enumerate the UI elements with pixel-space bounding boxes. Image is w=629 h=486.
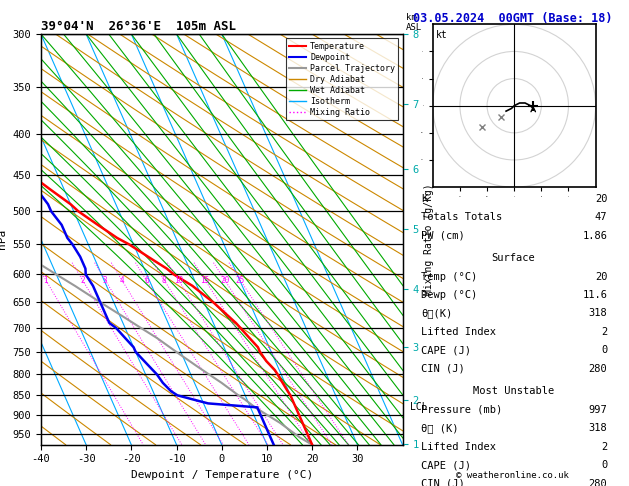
X-axis label: Dewpoint / Temperature (°C): Dewpoint / Temperature (°C)	[131, 470, 313, 480]
Text: 20: 20	[595, 194, 607, 204]
Text: 1.86: 1.86	[582, 231, 607, 241]
Text: CAPE (J): CAPE (J)	[421, 346, 471, 355]
Text: 0: 0	[601, 460, 607, 470]
Y-axis label: Mixing Ratio (g/kg): Mixing Ratio (g/kg)	[424, 184, 434, 295]
Text: 47: 47	[595, 212, 607, 222]
Text: 4: 4	[120, 276, 125, 285]
Text: Dewp (°C): Dewp (°C)	[421, 290, 477, 300]
Text: Most Unstable: Most Unstable	[472, 386, 554, 396]
Text: 280: 280	[589, 364, 607, 374]
Text: 2: 2	[81, 276, 85, 285]
Text: PW (cm): PW (cm)	[421, 231, 465, 241]
Text: 2: 2	[601, 327, 607, 337]
Text: Lifted Index: Lifted Index	[421, 327, 496, 337]
Text: 11.6: 11.6	[582, 290, 607, 300]
Text: Temp (°C): Temp (°C)	[421, 272, 477, 281]
Text: Surface: Surface	[491, 253, 535, 263]
Text: 0: 0	[601, 346, 607, 355]
Text: 25: 25	[236, 276, 245, 285]
Text: K: K	[421, 194, 428, 204]
Text: CIN (J): CIN (J)	[421, 479, 465, 486]
Y-axis label: hPa: hPa	[0, 229, 7, 249]
Text: CIN (J): CIN (J)	[421, 364, 465, 374]
Text: θᴇ (K): θᴇ (K)	[421, 423, 459, 433]
Text: LCL: LCL	[409, 402, 427, 412]
Text: 997: 997	[589, 405, 607, 415]
Text: 15: 15	[201, 276, 210, 285]
Text: CAPE (J): CAPE (J)	[421, 460, 471, 470]
Text: 8: 8	[162, 276, 167, 285]
Text: 03.05.2024  00GMT (Base: 18): 03.05.2024 00GMT (Base: 18)	[413, 12, 613, 25]
Text: Lifted Index: Lifted Index	[421, 442, 496, 451]
Text: kt: kt	[435, 30, 447, 40]
Text: 20: 20	[595, 272, 607, 281]
Legend: Temperature, Dewpoint, Parcel Trajectory, Dry Adiabat, Wet Adiabat, Isotherm, Mi: Temperature, Dewpoint, Parcel Trajectory…	[286, 38, 398, 121]
Text: θᴇ(K): θᴇ(K)	[421, 309, 452, 318]
Text: 2: 2	[601, 442, 607, 451]
Text: 10: 10	[174, 276, 183, 285]
Text: 318: 318	[589, 423, 607, 433]
Text: 1: 1	[43, 276, 48, 285]
Text: 280: 280	[589, 479, 607, 486]
Text: Totals Totals: Totals Totals	[421, 212, 503, 222]
Text: 318: 318	[589, 309, 607, 318]
Text: © weatheronline.co.uk: © weatheronline.co.uk	[456, 471, 569, 480]
Text: 6: 6	[144, 276, 148, 285]
Text: 20: 20	[220, 276, 230, 285]
Text: km
ASL: km ASL	[406, 13, 422, 32]
Text: Pressure (mb): Pressure (mb)	[421, 405, 503, 415]
Text: 3: 3	[103, 276, 108, 285]
Text: 39°04'N  26°36'E  105m ASL: 39°04'N 26°36'E 105m ASL	[41, 20, 236, 33]
